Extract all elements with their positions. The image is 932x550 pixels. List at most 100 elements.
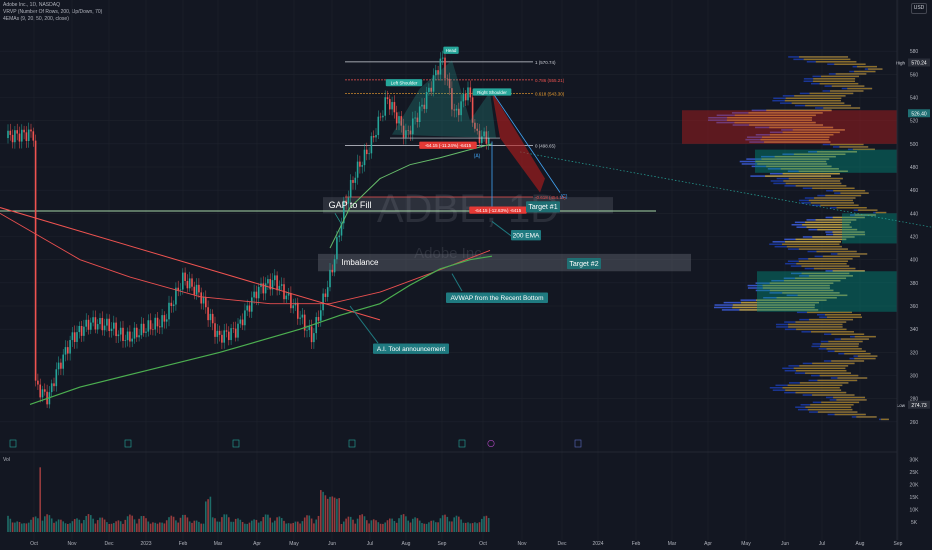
candle-body — [60, 362, 62, 369]
volume-bar — [99, 517, 101, 532]
x-tick-label: Oct — [30, 541, 38, 547]
vp-row-up — [774, 155, 836, 158]
vp-row-up — [839, 146, 869, 148]
volume-bar — [119, 521, 122, 532]
candle-body — [398, 116, 400, 124]
candle-body — [214, 323, 216, 337]
vp-row-up — [782, 243, 840, 245]
volume-bar — [451, 521, 453, 532]
candle-body — [444, 57, 446, 79]
candle-body — [428, 87, 430, 92]
volume-bar — [113, 523, 115, 532]
label-measure-1-bg — [419, 141, 477, 149]
indicator-vrvp[interactable]: VRVP (Number Of Rows, 200, Up/Down, 70) — [3, 9, 103, 15]
candle-body — [83, 326, 85, 336]
candle-body — [432, 75, 435, 92]
candle-body — [363, 149, 366, 166]
candle-body — [407, 130, 409, 131]
volume-bar — [131, 515, 133, 532]
volume-bar — [16, 521, 18, 532]
candle-body — [177, 287, 179, 291]
volume-bar — [184, 514, 186, 532]
event-marker — [232, 439, 240, 448]
vp-row-up — [809, 92, 854, 95]
candle-body — [175, 287, 177, 305]
vp-row-up — [788, 323, 843, 326]
volume-bar — [48, 515, 51, 532]
volume-bar — [418, 520, 421, 532]
volume-bar — [278, 516, 281, 532]
volume-bar — [108, 523, 110, 532]
volume-bar — [62, 521, 64, 532]
volume-bar — [78, 519, 81, 532]
vp-row-up — [847, 87, 873, 90]
volume-bar — [257, 522, 260, 532]
candle-body — [200, 292, 202, 304]
y-tick-label: 320 — [910, 350, 919, 356]
candle-body — [179, 289, 182, 291]
volume-tick-label: 30K — [910, 458, 920, 464]
candle-body — [306, 330, 308, 331]
vp-row-up — [796, 262, 847, 265]
candle-body — [14, 130, 16, 143]
symbol-title[interactable]: Adobe Inc., 1D, NASDAQ — [3, 2, 60, 8]
volume-bar — [460, 519, 462, 532]
vp-row-up — [793, 367, 846, 370]
volume-bar — [110, 523, 113, 532]
low-price-value: 274.73 — [911, 403, 927, 409]
vp-row-up — [814, 197, 856, 199]
vp-row-up — [819, 374, 859, 377]
volume-bar — [474, 522, 476, 532]
volume-bar — [149, 523, 152, 532]
candle-body — [377, 116, 380, 136]
x-tick-label: Mar — [214, 541, 223, 547]
candle-body — [99, 317, 101, 325]
vp-row-up — [769, 134, 834, 136]
label-right-shoulder-bg — [472, 88, 512, 96]
volume-bar — [264, 514, 267, 532]
volume-bar — [437, 522, 439, 532]
currency-button[interactable]: USD — [911, 3, 927, 14]
volume-bar — [225, 514, 228, 532]
candle-body — [25, 132, 28, 142]
volume-bar — [412, 518, 414, 532]
vp-row-up — [785, 97, 842, 100]
volume-tick-label: 5K — [911, 520, 918, 526]
volume-bar — [280, 518, 283, 532]
candle-body — [87, 319, 90, 330]
indicator-emas[interactable]: 4EMAs (9, 20, 50, 200, close) — [3, 16, 69, 22]
vp-row-up — [784, 99, 841, 102]
volume-bar — [202, 523, 205, 532]
vp-row-up — [782, 386, 840, 389]
volume-bar — [92, 518, 94, 532]
candle-body — [117, 334, 120, 337]
zones: 1 (570.74) 0.786 (555.21) 0.618 (543.30) 0 … — [0, 60, 691, 272]
volume-bar — [7, 515, 9, 532]
volume-bar — [356, 518, 359, 532]
volume-bar — [234, 518, 237, 532]
vp-row-up — [833, 233, 866, 236]
vp-row-up — [786, 245, 842, 248]
volume-bar — [175, 520, 177, 532]
volume-bar — [324, 495, 327, 532]
vp-row-up — [799, 382, 849, 384]
vp-row-up — [819, 345, 859, 348]
volume-bar — [446, 516, 449, 532]
volume-bar — [34, 516, 37, 532]
volume-bar — [377, 522, 380, 532]
candle-body — [271, 280, 274, 290]
label-avwap: AVWAP from the Recent Bottom — [450, 295, 543, 302]
candle-body — [195, 284, 198, 295]
candle-body — [115, 322, 117, 337]
candle-body — [464, 93, 467, 101]
candle-body — [262, 283, 265, 294]
volume-bar — [471, 523, 474, 532]
volume-bar — [478, 522, 481, 532]
candle-body — [131, 338, 133, 342]
volume-profile — [682, 56, 897, 421]
volume-bar — [195, 520, 198, 532]
volume-bar — [253, 519, 255, 532]
candle-body — [149, 320, 152, 330]
vp-row-up — [798, 248, 848, 250]
